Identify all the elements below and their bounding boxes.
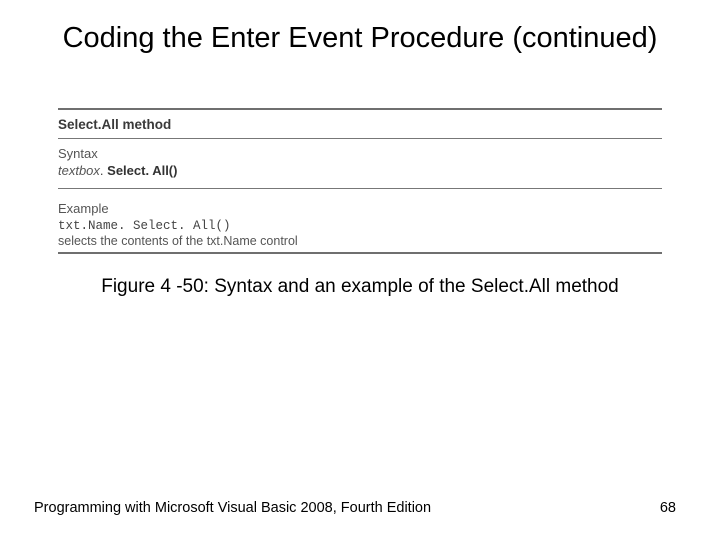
slide-title: Coding the Enter Event Procedure (contin… [34, 20, 686, 56]
figure-caption: Figure 4 -50: Syntax and an example of t… [34, 276, 686, 298]
syntax-method: Select. All() [107, 163, 177, 178]
rule-top [58, 108, 662, 110]
figure-box: Select.All method Syntax textbox. Select… [58, 108, 662, 254]
footer-text: Programming with Microsoft Visual Basic … [34, 500, 431, 516]
syntax-object: textbox [58, 163, 100, 178]
example-code: txt.Name. Select. All() [58, 219, 662, 233]
example-label: Example [58, 201, 662, 216]
slide: Coding the Enter Event Procedure (contin… [0, 0, 720, 540]
syntax-line: textbox. Select. All() [58, 163, 662, 178]
rule-bottom [58, 252, 662, 254]
syntax-label: Syntax [58, 146, 662, 161]
method-heading: Select.All method [58, 117, 662, 132]
page-number: 68 [660, 500, 676, 516]
rule-mid [58, 188, 662, 189]
example-description: selects the contents of the txt.Name con… [58, 234, 662, 248]
rule-under-heading [58, 138, 662, 139]
